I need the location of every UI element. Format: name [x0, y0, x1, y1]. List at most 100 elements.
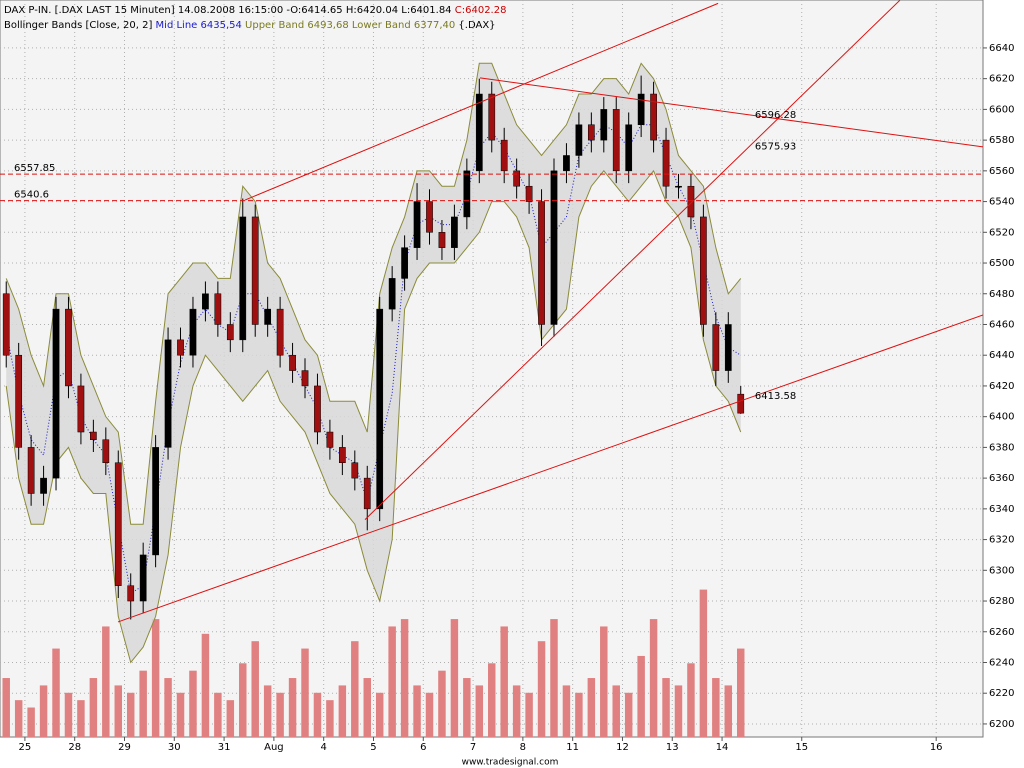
- candle-body: [587, 124, 595, 141]
- x-tick-label: 12: [616, 742, 629, 753]
- candle-body: [637, 93, 645, 126]
- volume-bar: [674, 685, 683, 737]
- y-tick-label: 6280: [989, 596, 1014, 607]
- y-tick-label: 6600: [989, 104, 1014, 115]
- candle-body: [239, 216, 247, 341]
- y-tick-label: 6580: [989, 135, 1014, 146]
- volume-bar: [475, 685, 484, 737]
- candle-body: [2, 293, 10, 356]
- candle-body: [712, 324, 720, 371]
- y-tick-label: 6200: [989, 719, 1014, 730]
- candle-body: [15, 354, 23, 448]
- candle-body: [687, 185, 695, 218]
- candle-body: [152, 447, 159, 556]
- candle-body: [77, 385, 85, 433]
- volume-bar: [201, 633, 210, 737]
- volume-bar: [375, 692, 384, 737]
- candle-body: [127, 585, 135, 602]
- candle-body: [413, 201, 421, 248]
- trendline: [244, 2, 719, 201]
- volume-bar: [39, 685, 48, 737]
- y-tick-label: 6520: [989, 227, 1014, 238]
- x-tick-label: 5: [370, 742, 376, 753]
- candle-body: [525, 185, 533, 202]
- candle-body: [500, 139, 508, 172]
- volume-bar: [724, 685, 733, 737]
- candle-body: [426, 201, 433, 233]
- candle-body: [463, 170, 471, 218]
- y-tick-label: 6320: [989, 535, 1014, 546]
- volume-bar: [699, 589, 708, 737]
- volume-bar: [500, 626, 508, 737]
- candle-body: [351, 462, 359, 479]
- x-tick-label: 25: [19, 742, 32, 753]
- y-tick-label: 6220: [989, 688, 1014, 699]
- y-tick-label: 6360: [989, 473, 1014, 484]
- y-tick-label: 6340: [989, 504, 1014, 515]
- candle-body: [189, 308, 197, 356]
- candle-body: [177, 339, 184, 356]
- y-tick-label: 6400: [989, 412, 1014, 423]
- volume-bar: [251, 641, 259, 737]
- candle-body: [451, 216, 458, 248]
- x-tick-label: 15: [795, 742, 808, 753]
- footer: www.tradesignal.com: [462, 758, 559, 768]
- candle-body: [202, 293, 209, 310]
- volume-bar: [550, 619, 558, 737]
- x-tick-label: 11: [566, 742, 579, 753]
- volume-bar: [450, 619, 459, 737]
- volume-bar: [189, 670, 197, 737]
- trendline: [479, 77, 983, 148]
- candle-body: [488, 93, 496, 141]
- candle-body: [538, 201, 545, 325]
- indicator-legend: Bollinger Bands [Close, 20, 2] Mid Line …: [4, 20, 496, 31]
- volume-bar: [587, 678, 596, 737]
- volume-bar: [301, 648, 309, 737]
- volume-bar: [575, 692, 583, 737]
- volume-bar: [612, 685, 620, 737]
- volume-bar: [77, 700, 85, 737]
- volume-bar: [737, 648, 745, 737]
- volume-bar: [164, 678, 172, 737]
- candle-body: [388, 278, 396, 310]
- volume-bar: [27, 707, 35, 737]
- volume-bar: [425, 692, 434, 737]
- y-tick-label: 6260: [989, 627, 1014, 638]
- candle-body: [226, 324, 234, 341]
- y-tick-label: 6440: [989, 350, 1014, 361]
- volume-bar: [712, 678, 720, 737]
- x-tick-label: 31: [218, 742, 231, 753]
- candle-body: [52, 308, 60, 479]
- trendline-label: 6413.58: [755, 391, 796, 402]
- volume-bar: [400, 619, 409, 737]
- candle-body: [65, 308, 72, 387]
- candle-body: [475, 93, 483, 172]
- candle-body: [314, 385, 321, 433]
- volume-bar: [139, 670, 147, 737]
- x-tick-label: Aug: [264, 742, 284, 753]
- level-label: 6540.6: [14, 190, 49, 201]
- x-tick-label: 30: [168, 742, 181, 753]
- x-tick-label: 4: [320, 742, 326, 753]
- level-label: 6557.85: [14, 163, 55, 174]
- volume-bar: [226, 700, 235, 737]
- candle-body: [513, 170, 521, 187]
- volume-bar: [363, 678, 371, 737]
- x-tick-label: 13: [666, 742, 679, 753]
- y-tick-label: 6500: [989, 258, 1014, 269]
- candle-body: [612, 109, 620, 172]
- candle-body: [338, 447, 346, 464]
- volume-bar: [14, 700, 23, 737]
- volume-bar: [413, 685, 421, 737]
- volume-bar: [624, 692, 633, 737]
- header-close: C:6402.28: [455, 5, 507, 16]
- y-tick-label: 6240: [989, 657, 1014, 668]
- volume-bar: [537, 641, 546, 737]
- volume-bar: [276, 692, 284, 737]
- volume-bar: [126, 692, 135, 737]
- y-tick-label: 6380: [989, 442, 1014, 453]
- volume-bar: [438, 670, 446, 737]
- candle-body: [326, 431, 334, 448]
- candle-body: [600, 109, 608, 141]
